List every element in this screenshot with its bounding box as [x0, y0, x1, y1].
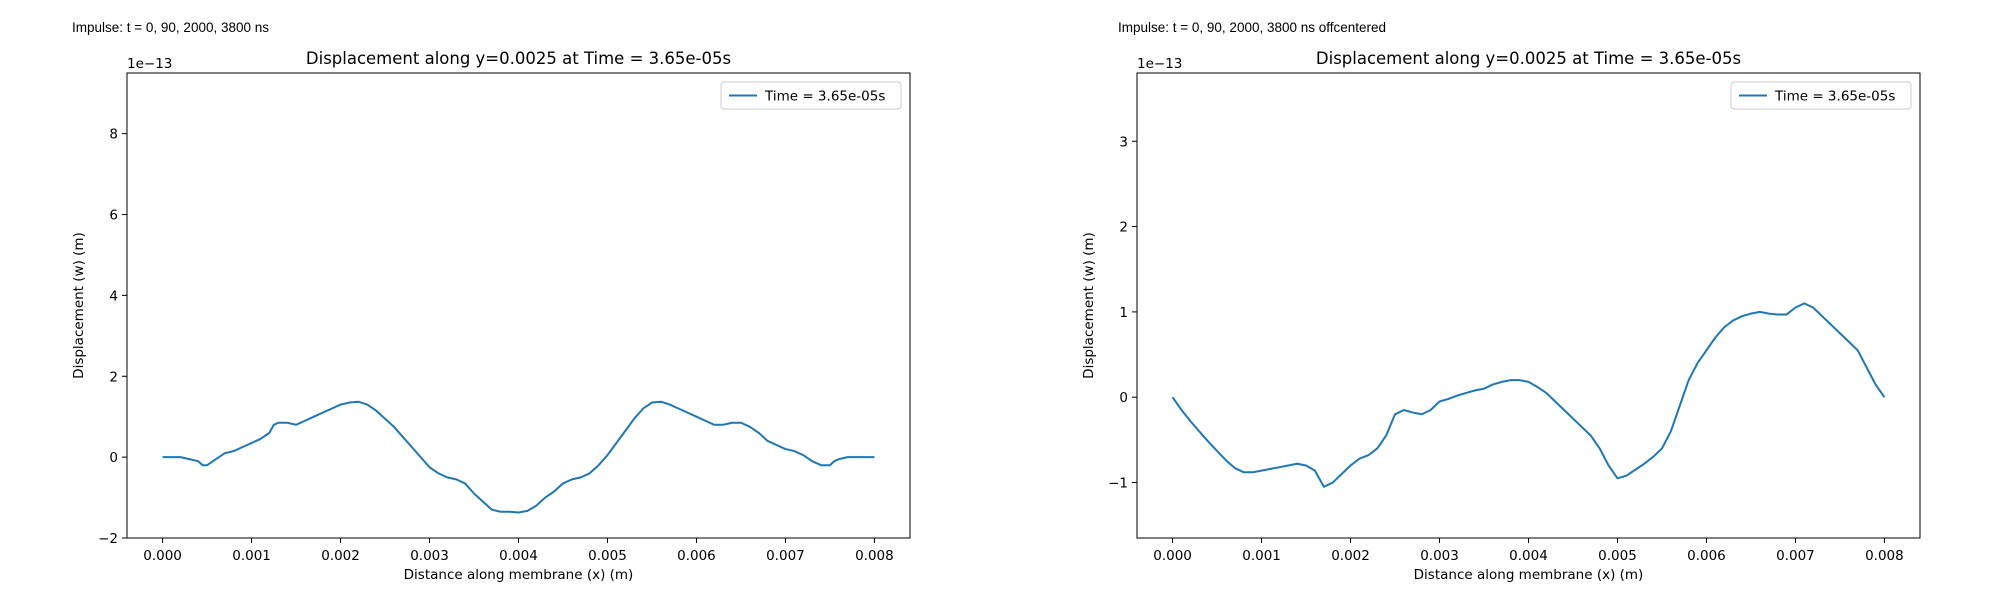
series-line-1	[162, 400, 875, 514]
y-offset-text: 1e−13	[1137, 56, 1182, 72]
y-tick-label: 8	[109, 127, 118, 143]
x-tick-label: 0.008	[1865, 548, 1904, 564]
x-tick-label: 0.007	[766, 548, 805, 564]
x-tick-label: 0.002	[1331, 548, 1370, 564]
y-axis-label: Displacement (w) (m)	[71, 232, 87, 379]
legend: Time = 3.65e-05s	[720, 81, 902, 110]
legend-label: Time = 3.65e-05s	[1774, 89, 1895, 105]
series-line-1	[1171, 302, 1886, 488]
legend-box	[1730, 81, 1912, 110]
chart-2: 0.000 0.001 0.002 0.003 0.004 0.005 0.006 0.007…	[1081, 49, 1921, 583]
impulse-label-left: Impulse: t = 0, 90, 2000, 3800 ns	[72, 20, 270, 35]
x-tick-label: 0.004	[499, 548, 538, 564]
y-tick-label: −1	[1108, 476, 1128, 492]
y-axis-label: Displacement (w) (m)	[1081, 232, 1097, 379]
x-tick-label: 0.003	[1420, 548, 1459, 564]
chart-title: Displacement along y=0.0025 at Time = 3.…	[306, 49, 731, 68]
plot-frame	[126, 72, 911, 539]
x-axis-label: Distance along membrane (x) (m)	[404, 567, 634, 583]
x-axis-label: Distance along membrane (x) (m)	[1414, 567, 1644, 583]
x-tick-label: 0.001	[1242, 548, 1281, 564]
x-tick-label: 0.008	[855, 548, 894, 564]
x-tick-label: 0.000	[1153, 548, 1192, 564]
x-tick-label: 0.007	[1776, 548, 1815, 564]
y-tick-label: 6	[109, 208, 118, 224]
x-tick-label: 0.006	[1687, 548, 1726, 564]
y-tick-label: −2	[98, 531, 118, 547]
x-tick-label: 0.000	[143, 548, 182, 564]
x-tick-label: 0.005	[588, 548, 627, 564]
legend-label: Time = 3.65e-05s	[764, 89, 885, 105]
y-offset-text: 1e−13	[127, 56, 172, 72]
legend: Time = 3.65e-05s	[1730, 81, 1912, 110]
y-tick-label: 0	[109, 450, 118, 466]
y-tick-label: 3	[1119, 134, 1128, 150]
plot-frame	[1136, 72, 1921, 539]
y-tick-label: 1	[1119, 305, 1128, 321]
y-tick-label: 0	[1119, 390, 1128, 406]
y-tick-label: 4	[109, 288, 118, 304]
chart-1: 0.000 0.001 0.002 0.003 0.004 0.005 0.006 0.007…	[71, 49, 911, 583]
x-tick-label: 0.002	[321, 548, 360, 564]
x-tick-label: 0.006	[677, 548, 716, 564]
legend-box	[720, 81, 902, 110]
x-tick-label: 0.005	[1598, 548, 1637, 564]
y-tick-label: 2	[1119, 220, 1128, 236]
x-tick-label: 0.001	[232, 548, 271, 564]
impulse-label-right: Impulse: t = 0, 90, 2000, 3800 ns offcen…	[1118, 20, 1387, 35]
x-tick-label: 0.004	[1509, 548, 1548, 564]
chart-title: Displacement along y=0.0025 at Time = 3.…	[1316, 49, 1741, 68]
x-tick-label: 0.003	[410, 548, 449, 564]
y-tick-label: 2	[109, 369, 118, 385]
